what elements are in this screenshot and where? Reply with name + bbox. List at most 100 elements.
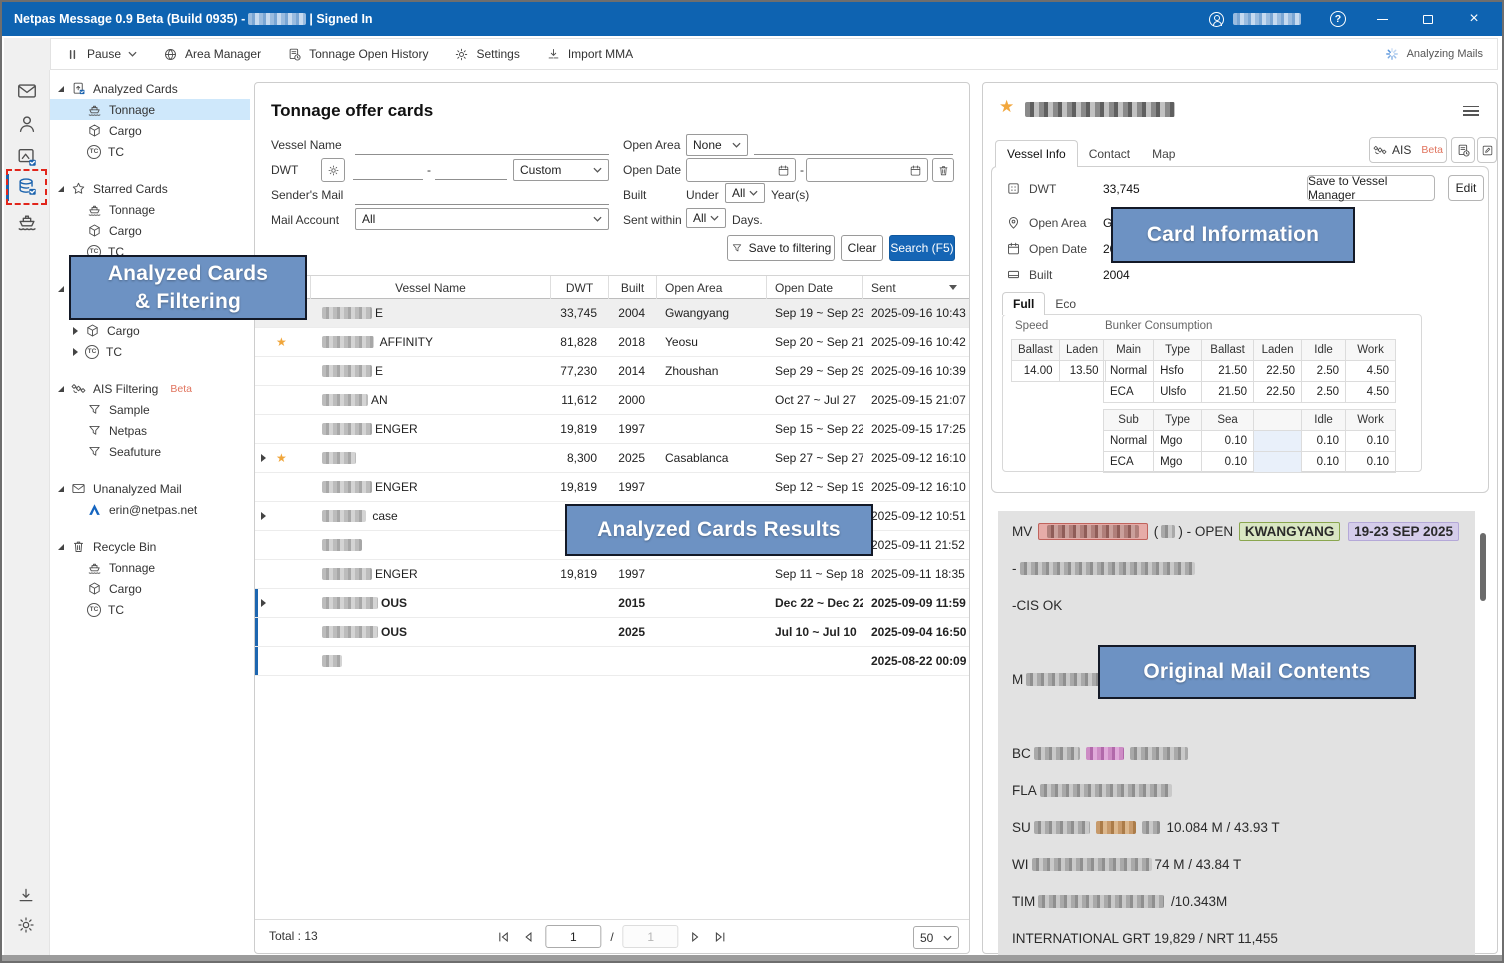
cell[interactable] — [1254, 452, 1302, 473]
open-date-to-input[interactable] — [806, 158, 928, 182]
help-button[interactable]: ? — [1330, 11, 1346, 27]
table-row[interactable]: OUS2015Dec 22 ~ Dec 222025-09-09 11:59 — [255, 589, 969, 618]
cell[interactable]: 4.50 — [1346, 361, 1396, 382]
cell[interactable]: 0.10 — [1202, 452, 1254, 473]
dwt-preset-select[interactable]: Custom — [513, 159, 609, 181]
maximize-button[interactable] — [1418, 9, 1438, 29]
card-menu-button[interactable] — [1463, 103, 1479, 119]
compose-button[interactable] — [1477, 137, 1497, 163]
cell[interactable]: Mgo — [1154, 452, 1202, 473]
tab-map[interactable]: Map — [1141, 140, 1186, 167]
mail-scrollbar[interactable] — [1480, 533, 1486, 601]
sidebar-item-erin-netpas-net[interactable]: erin@netpas.net — [50, 499, 250, 520]
sidebar-item-sample[interactable]: Sample — [50, 399, 250, 420]
previous-page-button[interactable] — [520, 929, 536, 945]
starred-icon[interactable]: ★ — [276, 335, 287, 349]
cell[interactable]: ECA — [1104, 382, 1154, 403]
nav-gear-icon[interactable] — [16, 915, 36, 935]
nav-ship-icon[interactable] — [16, 210, 38, 232]
open-date-from-input[interactable] — [686, 158, 796, 182]
expand-arrow-icon[interactable] — [58, 486, 64, 492]
tab-contact[interactable]: Contact — [1078, 140, 1141, 167]
next-page-button[interactable] — [688, 929, 704, 945]
cell[interactable]: 22.50 — [1254, 361, 1302, 382]
tab-vessel-info[interactable]: Vessel Info — [995, 140, 1078, 167]
mail-account-select[interactable]: All — [355, 208, 609, 230]
starred-icon[interactable]: ★ — [276, 451, 287, 465]
cell[interactable]: 21.50 — [1202, 361, 1254, 382]
sidebar-item-tc[interactable]: TCTC — [50, 599, 250, 620]
senders-mail-input[interactable] — [355, 185, 609, 205]
user-account-chip[interactable] — [1209, 12, 1304, 27]
current-page-input[interactable] — [545, 925, 601, 948]
cell[interactable]: Normal — [1104, 361, 1154, 382]
subtab-eco[interactable]: Eco — [1045, 292, 1086, 315]
built-select[interactable]: All — [725, 183, 765, 203]
table-row[interactable]: AN11,6122000Oct 27 ~ Jul 272025-09-15 21… — [255, 386, 969, 415]
sidebar-item-tonnage[interactable]: Tonnage — [50, 199, 250, 220]
toolbar-item-pause[interactable]: Pause — [65, 47, 137, 62]
cell[interactable]: 0.10 — [1202, 431, 1254, 452]
column-header-open-area[interactable]: Open Area — [657, 276, 767, 299]
sidebar-group-recycle-bin[interactable]: Recycle Bin — [50, 536, 250, 557]
sidebar-group-analyzed-cards[interactable]: Analyzed Cards — [50, 78, 250, 99]
card-star-icon[interactable]: ★ — [999, 97, 1014, 117]
last-page-button[interactable] — [713, 929, 729, 945]
cell[interactable] — [1254, 431, 1302, 452]
sidebar-group-starred-cards[interactable]: Starred Cards — [50, 178, 250, 199]
open-date-clear-button[interactable] — [932, 158, 954, 182]
row-expander-icon[interactable] — [261, 454, 266, 462]
nav-mail-icon[interactable] — [16, 80, 38, 102]
nav-person-icon[interactable] — [16, 113, 38, 135]
ais-button[interactable]: AIS Beta — [1369, 137, 1447, 163]
column-header-sent[interactable]: Sent — [863, 276, 969, 299]
save-to-filtering-button[interactable]: Save to filtering — [727, 235, 835, 261]
sidebar-item-cargo[interactable]: Cargo — [50, 220, 250, 241]
toolbar-item-import-mma[interactable]: Import MMA — [546, 47, 633, 62]
sidebar-item-tonnage[interactable]: Tonnage — [50, 557, 250, 578]
toolbar-item-area-manager[interactable]: Area Manager — [163, 47, 261, 62]
sidebar-item-tc[interactable]: TCTC — [50, 341, 250, 362]
page-size-select[interactable]: 50 — [913, 926, 959, 949]
cell[interactable]: 0.10 — [1302, 431, 1346, 452]
sidebar-group-ais-filtering[interactable]: AIS FilteringBeta — [50, 378, 250, 399]
table-row[interactable]: ★8,3002025CasablancaSep 27 ~ Sep 272025-… — [255, 444, 969, 473]
expand-arrow-icon[interactable] — [58, 186, 64, 192]
cell[interactable]: Hsfo — [1154, 361, 1202, 382]
sidebar-item-cargo[interactable]: Cargo — [50, 120, 250, 141]
cell[interactable]: 4.50 — [1346, 382, 1396, 403]
expand-arrow-icon[interactable] — [58, 286, 64, 292]
cell[interactable]: 2.50 — [1302, 361, 1346, 382]
table-row[interactable]: 2025-08-22 00:09 — [255, 647, 969, 676]
toolbar-item-settings[interactable]: Settings — [454, 47, 519, 62]
nav-download-icon[interactable] — [16, 886, 36, 906]
dwt-max-input[interactable] — [435, 160, 507, 180]
sidebar-item-tc[interactable]: TCTC — [50, 141, 250, 162]
table-row[interactable]: ENGER19,8191997Sep 11 ~ Sep 182025-09-11… — [255, 560, 969, 589]
close-button[interactable]: × — [1464, 9, 1484, 29]
cell[interactable]: 22.50 — [1254, 382, 1302, 403]
row-expander-icon[interactable] — [261, 512, 266, 520]
sidebar-group-unanalyzed-mail[interactable]: Unanalyzed Mail — [50, 478, 250, 499]
cell[interactable]: Mgo — [1154, 431, 1202, 452]
dwt-settings-button[interactable] — [321, 158, 345, 182]
table-row[interactable]: ★ AFFINITY81,8282018YeosuSep 20 ~ Sep 21… — [255, 328, 969, 357]
column-header-open-date[interactable]: Open Date — [767, 276, 863, 299]
sidebar-item-cargo[interactable]: Cargo — [50, 320, 250, 341]
sent-within-select[interactable]: All — [686, 208, 726, 228]
cell[interactable]: 0.10 — [1346, 431, 1396, 452]
cell[interactable]: 0.10 — [1346, 452, 1396, 473]
column-header-dwt[interactable]: DWT — [551, 276, 609, 299]
cell[interactable]: 21.50 — [1202, 382, 1254, 403]
open-history-button[interactable] — [1451, 137, 1475, 163]
collapsed-arrow-icon[interactable] — [73, 348, 78, 356]
sidebar-item-netpas[interactable]: Netpas — [50, 420, 250, 441]
search-button[interactable]: Search (F5) — [889, 235, 955, 261]
table-row[interactable]: ENGER19,8191997Sep 12 ~ Sep 192025-09-12… — [255, 473, 969, 502]
collapsed-arrow-icon[interactable] — [73, 327, 78, 335]
cell[interactable]: 13.50 — [1059, 361, 1105, 382]
table-row[interactable]: OUS2025Jul 10 ~ Jul 102025-09-04 16:50 — [255, 618, 969, 647]
sidebar-item-seafuture[interactable]: Seafuture — [50, 441, 250, 462]
column-menu-icon[interactable] — [949, 285, 957, 290]
open-area-input[interactable] — [754, 135, 953, 155]
